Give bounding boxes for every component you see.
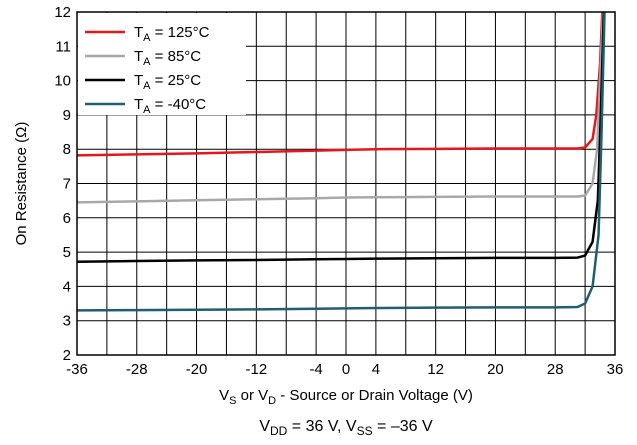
- x-tick-label: 4: [372, 361, 380, 378]
- conditions-caption: VDD = 36 V, VSS = –36 V: [259, 418, 433, 438]
- y-tick-label: 4: [63, 278, 71, 295]
- x-tick-label: 0: [342, 361, 350, 378]
- x-tick-label: 36: [607, 361, 624, 378]
- x-axis-label: VS or VD - Source or Drain Voltage (V): [219, 387, 473, 407]
- series-line-2: [76, 11, 606, 263]
- y-tick-label: 8: [63, 141, 71, 158]
- legend-box: [78, 13, 246, 115]
- x-tick-label: 20: [487, 361, 504, 378]
- legend-label-0: TA = 125°C: [134, 24, 210, 44]
- plot-frame: [76, 11, 616, 356]
- x-tick-label: 28: [547, 361, 564, 378]
- series-lines: [76, 11, 606, 312]
- series-line-3: [76, 11, 606, 312]
- x-tick-labels: -36 -28 -20 -12 -4 0 4 12 20 28 36: [66, 361, 623, 378]
- y-tick-label: 3: [63, 313, 71, 330]
- y-tick-label: 2: [63, 347, 71, 364]
- y-tick-label: 11: [55, 38, 71, 55]
- y-tick-label: 6: [63, 210, 71, 227]
- series-line-1: [76, 11, 605, 204]
- legend: TA = 125°C TA = 85°C TA = 25°C TA = -40°C: [78, 13, 246, 116]
- x-tick-label: -12: [245, 361, 267, 378]
- x-tick-label: -20: [186, 361, 208, 378]
- legend-label-3: TA = -40°C: [134, 96, 206, 116]
- y-axis-label: On Resistance (Ω): [13, 122, 30, 246]
- y-tick-label: 5: [63, 244, 71, 261]
- y-tick-label: 12: [54, 4, 71, 21]
- x-tick-label: -28: [126, 361, 148, 378]
- y-tick-labels: 2 3 4 5 6 7 8 9 10 11 12: [54, 4, 71, 364]
- y-tick-label: 9: [63, 107, 71, 124]
- y-tick-label: 10: [54, 73, 71, 90]
- x-tick-label: -36: [66, 361, 88, 378]
- series-line-0: [76, 11, 604, 157]
- y-tick-label: 7: [63, 176, 71, 193]
- legend-label-2: TA = 25°C: [134, 72, 201, 92]
- x-tick-label: 12: [427, 361, 444, 378]
- x-tick-label: -4: [309, 361, 322, 378]
- legend-label-1: TA = 85°C: [134, 48, 201, 68]
